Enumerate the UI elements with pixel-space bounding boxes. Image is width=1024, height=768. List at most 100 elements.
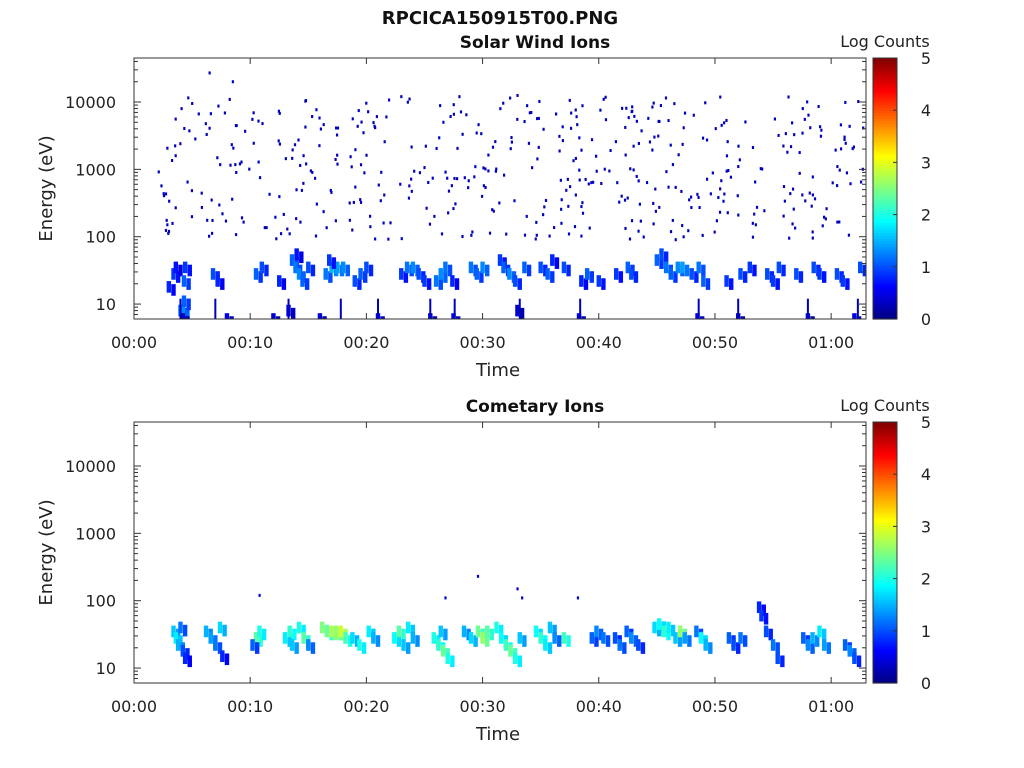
count-cell (180, 313, 186, 319)
count-cell (742, 635, 748, 647)
count-cell (507, 268, 512, 280)
count-cell (708, 642, 713, 654)
colorbar-segment (873, 575, 897, 580)
count-point (234, 124, 238, 128)
count-point (191, 101, 194, 105)
count-point (729, 175, 733, 179)
count-cell (171, 284, 176, 296)
colorbar-segment (873, 136, 897, 140)
count-cell (173, 261, 179, 274)
colorbar-segment (873, 422, 897, 426)
count-point (847, 233, 850, 237)
count-cell (214, 298, 217, 319)
count-point (651, 105, 654, 109)
colorbar-segment (873, 581, 897, 585)
colorbar-segment (873, 118, 897, 122)
count-cell (489, 628, 495, 641)
colorbar-segment (873, 521, 897, 525)
count-point (359, 163, 363, 167)
count-cell (561, 261, 567, 274)
count-point (300, 188, 304, 192)
count-cell (371, 632, 376, 644)
count-cell (175, 639, 181, 651)
count-point (223, 111, 226, 115)
count-point (167, 231, 170, 235)
count-point (174, 206, 177, 210)
colorbar-segment (873, 568, 897, 572)
count-cell (259, 261, 265, 274)
count-point (367, 110, 370, 114)
count-cell (594, 625, 599, 638)
count-point (614, 140, 618, 144)
count-point (492, 209, 495, 213)
count-point (671, 163, 675, 167)
count-cell (579, 298, 582, 319)
count-cell (443, 271, 448, 283)
colorbar-segment (873, 308, 897, 312)
count-cell (682, 632, 687, 644)
colorbar-segment (873, 484, 897, 488)
count-cell (185, 307, 190, 319)
count-cell (438, 268, 443, 280)
count-point (687, 229, 690, 233)
count-cell (498, 624, 504, 637)
colorbar-segment (873, 201, 897, 205)
count-cell (450, 275, 455, 287)
colorbar-segment (873, 675, 897, 679)
count-point (377, 183, 380, 187)
y-tick-label: 1000 (75, 524, 116, 543)
colorbar-segment (873, 570, 897, 574)
count-point (588, 226, 591, 230)
colorbar-segment (873, 432, 897, 436)
count-point (257, 160, 260, 164)
colorbar-segment (873, 112, 897, 117)
count-cell (410, 261, 416, 274)
count-cell (281, 278, 287, 290)
count-point (620, 106, 624, 110)
count-cell (461, 625, 467, 638)
count-cell (605, 635, 611, 647)
count-cell (673, 632, 678, 644)
colorbar-segment (873, 476, 897, 481)
count-point (375, 115, 378, 119)
count-cell (729, 278, 734, 290)
count-point (777, 133, 780, 137)
count-cell (187, 655, 192, 668)
colorbar-segment (873, 510, 897, 514)
count-point (559, 178, 562, 182)
count-cell (175, 628, 181, 641)
count-point (697, 195, 700, 199)
count-point (789, 192, 792, 196)
count-point (599, 108, 602, 112)
count-cell (335, 261, 340, 274)
count-point (791, 187, 795, 191)
count-point (164, 192, 168, 196)
colorbar-segment (873, 482, 897, 486)
colorbar-tick-label: 5 (921, 49, 931, 68)
colorbar-segment (873, 258, 897, 263)
count-cell (180, 304, 186, 317)
count-point (674, 185, 677, 189)
count-cell (856, 316, 862, 319)
colorbar-segment (873, 298, 897, 302)
colorbar-segment (873, 58, 897, 62)
count-cell (258, 271, 263, 283)
count-cell (485, 635, 490, 647)
count-cell (426, 278, 432, 290)
count-point (631, 105, 634, 109)
count-cell (752, 264, 757, 277)
count-point (536, 157, 539, 161)
colorbar-segment (873, 128, 897, 132)
count-point (665, 170, 668, 174)
count-point (683, 111, 687, 115)
colorbar-segment (873, 468, 897, 473)
count-point (616, 181, 619, 185)
count-point (425, 206, 428, 210)
colorbar-segment (873, 523, 897, 527)
count-point (792, 207, 795, 211)
count-point (288, 232, 291, 236)
colorbar-segment (873, 125, 897, 130)
y-axis-label: Energy (eV) (36, 135, 57, 241)
colorbar-segment (873, 531, 897, 535)
count-point (284, 157, 287, 161)
